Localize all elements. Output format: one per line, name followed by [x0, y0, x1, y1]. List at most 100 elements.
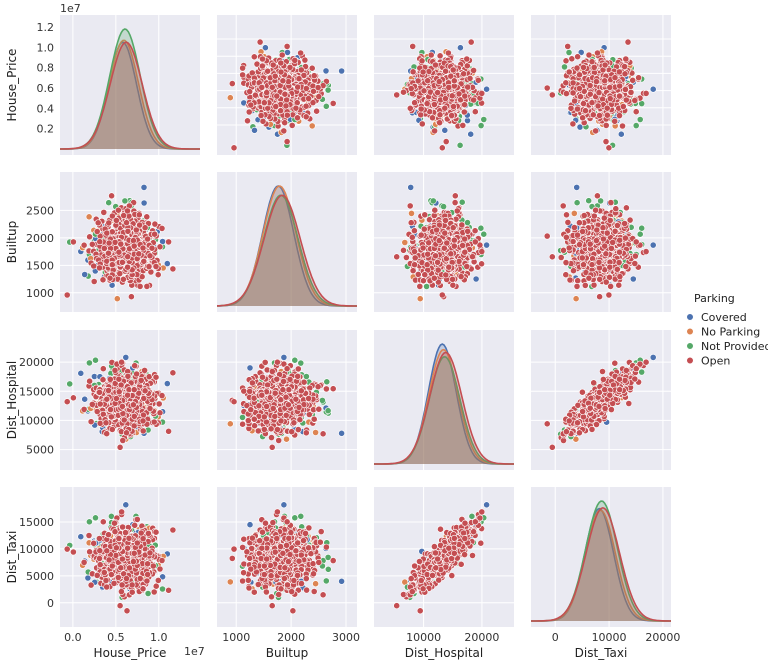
data-point	[466, 75, 474, 82]
scatter-points	[226, 38, 345, 152]
data-point	[478, 90, 486, 97]
data-point	[144, 235, 151, 243]
panel-House_Price-vs-Builtup	[217, 15, 357, 155]
data-point	[152, 263, 160, 270]
data-point	[106, 274, 114, 282]
data-point	[574, 53, 581, 61]
data-point	[579, 114, 586, 122]
data-point	[451, 199, 459, 206]
data-point	[105, 249, 112, 257]
data-point	[622, 55, 630, 63]
data-point	[594, 49, 601, 57]
data-point	[576, 85, 583, 92]
data-point	[616, 82, 624, 90]
panel-grid	[374, 15, 514, 155]
data-point	[574, 105, 581, 113]
data-point	[601, 61, 609, 69]
data-point	[419, 277, 427, 285]
data-point	[113, 295, 121, 303]
data-point	[449, 66, 457, 74]
data-point	[429, 114, 436, 122]
data-point	[457, 273, 465, 280]
data-point	[305, 95, 312, 102]
data-point	[315, 93, 323, 100]
data-point	[467, 38, 475, 46]
data-point	[585, 51, 593, 59]
data-point	[120, 212, 128, 219]
data-point	[483, 85, 490, 93]
data-point	[619, 122, 626, 130]
data-point	[417, 105, 425, 113]
data-point	[286, 64, 294, 71]
data-point	[434, 89, 441, 96]
data-point	[470, 96, 477, 104]
data-point	[627, 89, 635, 96]
data-point	[115, 206, 122, 214]
data-point	[70, 238, 77, 246]
data-point	[124, 253, 132, 261]
data-point	[143, 213, 151, 221]
data-point	[169, 265, 177, 273]
data-point	[85, 213, 93, 221]
data-point	[472, 275, 480, 283]
data-point	[580, 64, 587, 71]
data-point	[606, 84, 614, 91]
data-point	[622, 96, 630, 104]
kde-line-open	[60, 41, 200, 150]
data-point	[449, 281, 457, 289]
panel-grid	[72, 15, 160, 155]
data-point	[477, 122, 485, 129]
data-point	[594, 102, 602, 110]
data-point	[99, 276, 107, 284]
data-point	[451, 192, 459, 200]
data-point	[605, 144, 613, 152]
data-point	[458, 221, 466, 229]
data-point	[464, 219, 471, 226]
data-point	[271, 72, 279, 80]
data-point	[621, 63, 628, 70]
data-point	[247, 101, 255, 109]
data-point	[108, 228, 116, 236]
data-point	[599, 95, 606, 103]
data-point	[420, 87, 428, 95]
data-point	[301, 56, 309, 64]
data-point	[294, 114, 301, 122]
data-point	[621, 70, 629, 78]
data-point	[250, 53, 258, 61]
data-point	[632, 122, 640, 129]
data-point	[239, 71, 246, 79]
data-point	[124, 207, 131, 215]
data-point	[259, 55, 266, 63]
data-point	[393, 91, 401, 99]
data-point	[445, 84, 453, 91]
data-point	[470, 67, 477, 74]
data-point	[442, 95, 449, 102]
data-point	[471, 108, 479, 116]
data-point	[284, 78, 292, 85]
data-point	[461, 92, 469, 100]
data-point	[94, 219, 102, 227]
data-point	[251, 91, 259, 99]
data-point	[616, 68, 623, 76]
data-point	[483, 241, 490, 249]
data-point	[130, 242, 138, 250]
data-point	[121, 197, 129, 205]
data-point	[573, 64, 581, 72]
data-point	[408, 209, 415, 217]
data-point	[569, 120, 577, 128]
data-point	[624, 38, 632, 46]
data-point	[120, 275, 127, 283]
data-point	[100, 208, 108, 216]
data-point	[569, 89, 577, 97]
data-point	[603, 111, 611, 119]
data-point	[435, 78, 443, 85]
scatter-points	[63, 183, 177, 303]
scatter-points	[393, 183, 490, 303]
data-point	[409, 43, 417, 50]
data-point	[478, 248, 486, 255]
data-point	[407, 183, 415, 191]
data-point	[409, 68, 417, 76]
data-point	[136, 282, 144, 290]
data-point	[281, 90, 289, 98]
data-point	[409, 267, 417, 275]
